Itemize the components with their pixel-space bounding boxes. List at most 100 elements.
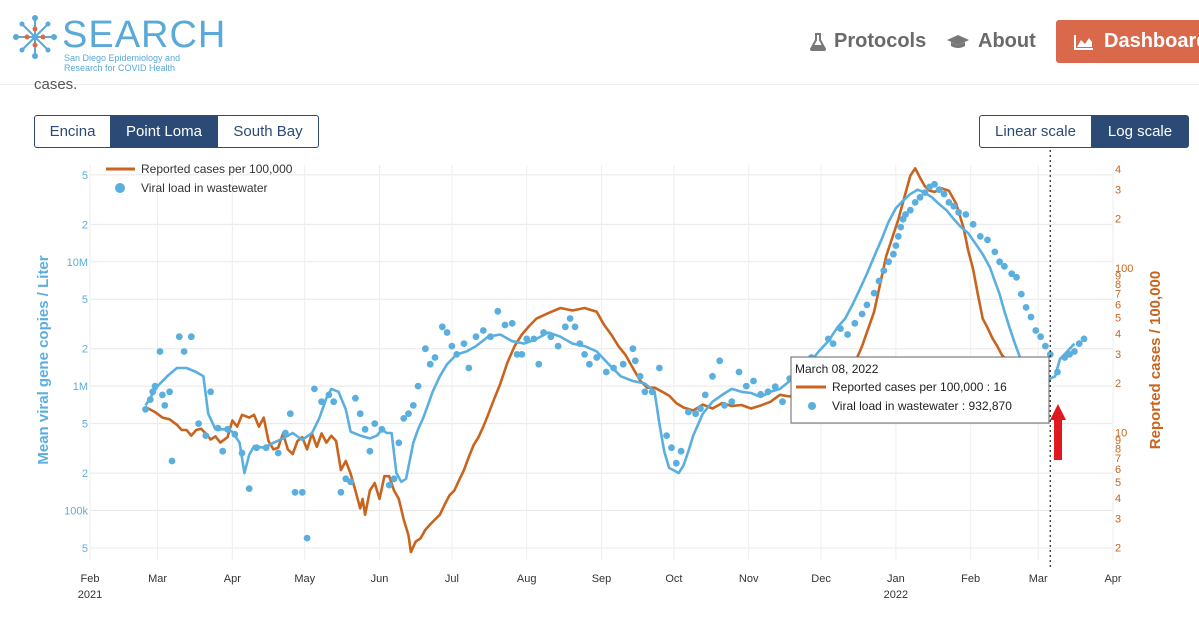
- viral-data-point: [716, 357, 724, 365]
- left-tick-label: 2: [82, 468, 88, 480]
- site-tab-south-bay[interactable]: South Bay: [218, 115, 319, 148]
- viral-data-point: [829, 340, 837, 347]
- viral-data-point: [438, 323, 446, 331]
- viral-data-point: [523, 335, 531, 343]
- nav-dashboard-button[interactable]: Dashboard: [1056, 20, 1199, 63]
- viral-data-point: [916, 193, 924, 201]
- viral-data-point: [530, 335, 538, 343]
- viral-data-point: [395, 439, 403, 447]
- viral-data-point: [1037, 333, 1044, 341]
- viral-data-point: [610, 364, 617, 372]
- viral-data-point: [1071, 348, 1078, 355]
- nav-protocols[interactable]: Protocols: [810, 30, 926, 53]
- viral-data-point: [571, 323, 579, 331]
- viral-data-point: [443, 329, 451, 336]
- viral-data-point: [576, 340, 584, 347]
- viral-data-point: [906, 206, 914, 214]
- viral-data-point: [824, 335, 832, 343]
- viral-data-point: [976, 233, 984, 240]
- viral-data-point: [764, 388, 772, 396]
- viral-data-point: [911, 199, 919, 206]
- viral-smoothed-line: [144, 188, 1076, 484]
- viral-data-point: [253, 444, 260, 452]
- legend: Reported cases per 100,000 Viral load in…: [106, 162, 293, 195]
- viral-data-point: [180, 348, 188, 355]
- search-logo[interactable]: SEARCH San Diego Epidemiology and Resear…: [10, 12, 225, 74]
- viral-data-point: [214, 424, 222, 432]
- viral-data-point: [378, 425, 386, 433]
- scale-tab-linear[interactable]: Linear scale: [979, 115, 1092, 148]
- right-tick-label: 7: [1115, 289, 1121, 301]
- x-tick-label: Dec: [811, 573, 831, 585]
- x-tick-label: Mar: [148, 573, 167, 585]
- viral-data-point: [701, 391, 709, 399]
- right-tick-label: 4: [1115, 164, 1121, 176]
- viral-data-point: [851, 319, 859, 327]
- viral-data-point: [771, 383, 779, 391]
- viral-data-point: [540, 329, 547, 336]
- right-tick-label: 2: [1115, 214, 1121, 226]
- nav-about[interactable]: About: [946, 30, 1036, 53]
- viral-data-point: [950, 202, 958, 210]
- viral-data-point: [672, 459, 680, 467]
- tooltip-viral-row: Viral load in wastewater : 932,870: [832, 399, 1012, 413]
- viral-data-point: [858, 310, 866, 318]
- x-axis: Feb 2021 Mar Apr May Jun Jul Aug Sep Oct Nov Dec Jan…: [78, 573, 1122, 601]
- site-header: SEARCH San Diego Epidemiology and Resear…: [0, 0, 1199, 85]
- right-tick-label: 3: [1115, 513, 1121, 525]
- viral-data-point: [955, 208, 962, 216]
- viral-data-point: [1080, 335, 1088, 343]
- left-axis: 5 100k 2 5 1M 2 5 10M 2 5: [64, 170, 88, 555]
- hover-tooltip: March 08, 2022 Reported cases per 100,00…: [790, 356, 1050, 424]
- left-tick-label: 5: [82, 170, 88, 182]
- left-tick-label: 2: [82, 219, 88, 231]
- logo-wordmark: SEARCH: [62, 14, 227, 56]
- site-selector: Encina Point Loma South Bay: [34, 115, 319, 148]
- right-tick-label: 6: [1115, 464, 1121, 476]
- viral-data-point: [593, 354, 601, 361]
- viral-data-point: [996, 258, 1003, 266]
- site-tab-encina[interactable]: Encina: [34, 115, 111, 148]
- viral-data-point: [409, 402, 417, 409]
- nav-dashboard-label: Dashboard: [1104, 30, 1199, 52]
- viral-data-point: [602, 368, 610, 376]
- cases-line: [144, 167, 1037, 554]
- wastewater-chart: Feb 2021 Mar Apr May Jun Jul Aug Sep Oct Nov Dec Jan…: [35, 150, 1164, 601]
- viral-data-point: [656, 364, 663, 372]
- x-tick-label: Jul: [445, 573, 459, 585]
- left-tick-label: 5: [82, 419, 88, 431]
- viral-data-point: [479, 327, 487, 334]
- right-tick-label: 8: [1115, 443, 1121, 455]
- legend-viral-swatch: [115, 183, 125, 193]
- viral-data-point: [709, 372, 716, 380]
- legend-cases-label[interactable]: Reported cases per 100,000: [141, 162, 293, 176]
- site-tab-point-loma[interactable]: Point Loma: [111, 115, 218, 148]
- viral-data-point: [431, 354, 439, 361]
- viral-data-point: [231, 430, 239, 438]
- viral-data-point: [325, 391, 333, 399]
- x-tick-label: Nov: [739, 573, 759, 585]
- viral-data-point: [347, 478, 354, 486]
- viral-data-point: [1061, 354, 1069, 361]
- right-tick-label: 3: [1115, 185, 1121, 197]
- legend-viral-label[interactable]: Viral load in wastewater: [141, 181, 268, 195]
- viral-data-point: [262, 444, 270, 452]
- viral-data-point: [405, 410, 412, 418]
- viral-data-point: [487, 333, 494, 341]
- viral-data-point: [677, 447, 685, 455]
- right-tick-label: 100: [1115, 263, 1133, 275]
- graduation-cap-icon: [947, 34, 969, 48]
- viral-data-point: [161, 402, 169, 409]
- tooltip-date: March 08, 2022: [795, 362, 879, 376]
- viral-data-point: [371, 420, 379, 427]
- viral-data-point: [685, 408, 692, 416]
- viral-data-point: [668, 444, 675, 452]
- scale-tab-log[interactable]: Log scale: [1092, 115, 1189, 148]
- viral-data-point: [631, 357, 639, 365]
- viral-data-point: [581, 351, 588, 358]
- viral-data-point: [245, 485, 253, 492]
- cases-series: [144, 167, 1037, 554]
- viral-data-point: [561, 323, 569, 331]
- viral-data-point: [902, 211, 909, 218]
- viral-data-point: [885, 258, 892, 266]
